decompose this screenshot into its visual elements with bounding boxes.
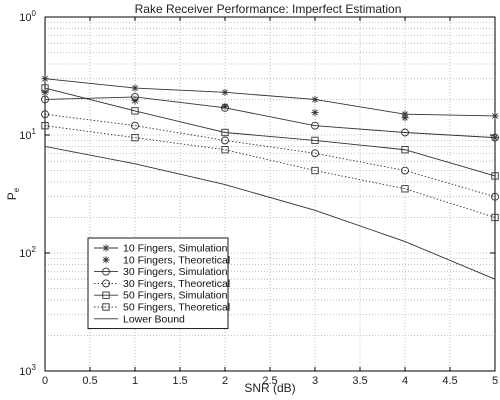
y-tick-label: 102 (19, 245, 36, 260)
legend-item: 10 Fingers, Theoretical (102, 254, 230, 266)
data-point (131, 93, 139, 101)
data-point (221, 102, 229, 110)
data-point (491, 213, 499, 222)
data-point (221, 88, 229, 96)
data-point (41, 110, 49, 119)
data-point (41, 84, 49, 92)
legend-marker (102, 244, 110, 252)
data-point (311, 95, 319, 104)
data-point (41, 88, 49, 96)
legend-marker (102, 267, 110, 276)
legend-marker (102, 303, 110, 311)
legend-marker (102, 256, 110, 264)
legend-label: 50 Fingers, Theoretical (123, 302, 230, 314)
y-axis-title: Pe (5, 187, 21, 200)
series-line (44, 125, 496, 218)
series-line (44, 87, 496, 177)
legend-label: 10 Fingers, Simulation (123, 243, 228, 255)
series-5 (41, 122, 499, 222)
x-tick-label: 0 (42, 375, 48, 387)
data-point (41, 122, 49, 130)
legend-box (87, 237, 229, 330)
legend-marker (102, 279, 110, 288)
data-point (401, 146, 409, 154)
series-line (44, 78, 496, 117)
y-axis: 100 101 102 103 (19, 9, 495, 378)
data-point (491, 172, 499, 180)
x-axis: 0 0.5 1 1.5 2 2.5 3 3.5 4 4.5 5 (42, 17, 498, 387)
data-point (491, 192, 499, 201)
legend-item: 10 Fingers, Simulation (94, 243, 228, 255)
x-tick-label: 4.5 (442, 375, 457, 387)
series-line (44, 145, 496, 280)
legend-label: 10 Fingers, Theoretical (123, 254, 230, 266)
x-tick-label: 4 (402, 375, 408, 387)
legend-label: 50 Fingers, Simulation (123, 290, 228, 302)
data-point (41, 75, 49, 83)
data-point (131, 133, 139, 142)
series (41, 75, 499, 280)
data-point (221, 136, 229, 145)
series-4 (41, 84, 499, 180)
series-0 (41, 75, 499, 120)
legend-item: Lower Bound (94, 313, 185, 325)
x-tick-label: 1.5 (172, 375, 187, 387)
y-tick-label: 100 (19, 9, 36, 24)
legend-item: 50 Fingers, Theoretical (94, 302, 230, 314)
y-tick-label: 103 (19, 363, 36, 378)
series-6 (44, 145, 496, 280)
data-point (311, 136, 319, 145)
data-point (221, 146, 229, 154)
data-point (311, 166, 319, 175)
data-point (131, 84, 139, 92)
legend-item: 50 Fingers, Simulation (94, 290, 228, 302)
y-axis-title-sub: e (12, 187, 21, 192)
x-tick-label: 3 (312, 375, 318, 387)
data-point (311, 108, 319, 117)
data-point (131, 121, 139, 130)
data-point (131, 107, 139, 115)
data-point (491, 112, 499, 120)
x-tick-label: 0.5 (82, 375, 97, 387)
data-point (491, 133, 499, 142)
data-point (311, 121, 319, 130)
series-3 (41, 110, 499, 201)
data-point (311, 149, 319, 158)
x-tick-label: 2 (222, 375, 228, 387)
legend-item: 30 Fingers, Simulation (94, 266, 228, 278)
legend-label: 30 Fingers, Simulation (123, 266, 228, 278)
data-point (491, 134, 499, 142)
data-point (401, 166, 409, 175)
data-point (401, 128, 409, 137)
x-axis-title: SNR (dB) (244, 381, 295, 395)
y-tick-label: 101 (19, 127, 36, 142)
data-point (401, 185, 409, 193)
data-point (401, 114, 409, 122)
x-tick-label: 1 (132, 375, 138, 387)
legend-label: Lower Bound (123, 313, 185, 325)
x-tick-label: 2.5 (262, 375, 277, 387)
data-point (221, 128, 229, 137)
data-point (41, 95, 49, 104)
x-tick-label: 3.5 (352, 375, 367, 387)
chart-title: Rake Receiver Performance: Imperfect Est… (135, 2, 402, 16)
legend-marker (102, 291, 110, 299)
series-line (44, 96, 496, 139)
legend-item: 30 Fingers, Theoretical (94, 278, 230, 290)
data-point (221, 103, 229, 112)
x-tick-label: 5 (492, 375, 498, 387)
legend-label: 30 Fingers, Theoretical (123, 278, 230, 290)
y-axis-title-main: P (5, 192, 19, 200)
series-2 (41, 93, 499, 142)
